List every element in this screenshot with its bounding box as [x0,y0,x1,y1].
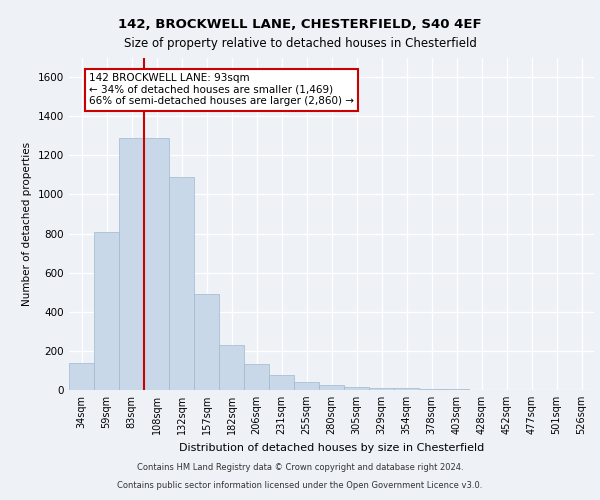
X-axis label: Distribution of detached houses by size in Chesterfield: Distribution of detached houses by size … [179,442,484,452]
Bar [69,362,94,390]
Bar [244,364,269,390]
Bar [119,138,144,390]
Bar [394,388,419,390]
Bar [319,385,344,390]
Text: 142, BROCKWELL LANE, CHESTERFIELD, S40 4EF: 142, BROCKWELL LANE, CHESTERFIELD, S40 4… [118,18,482,30]
Bar [294,382,319,390]
Bar [419,389,444,390]
Y-axis label: Number of detached properties: Number of detached properties [22,142,32,306]
Text: Contains HM Land Registry data © Crown copyright and database right 2024.: Contains HM Land Registry data © Crown c… [137,464,463,472]
Bar [169,177,194,390]
Bar [344,387,369,390]
Bar [219,345,244,390]
Bar [144,138,169,390]
Text: 142 BROCKWELL LANE: 93sqm
← 34% of detached houses are smaller (1,469)
66% of se: 142 BROCKWELL LANE: 93sqm ← 34% of detac… [89,73,354,106]
Text: Size of property relative to detached houses in Chesterfield: Size of property relative to detached ho… [124,38,476,51]
Bar [94,232,119,390]
Text: Contains public sector information licensed under the Open Government Licence v3: Contains public sector information licen… [118,481,482,490]
Bar [369,388,394,390]
Bar [269,376,294,390]
Bar [194,294,219,390]
